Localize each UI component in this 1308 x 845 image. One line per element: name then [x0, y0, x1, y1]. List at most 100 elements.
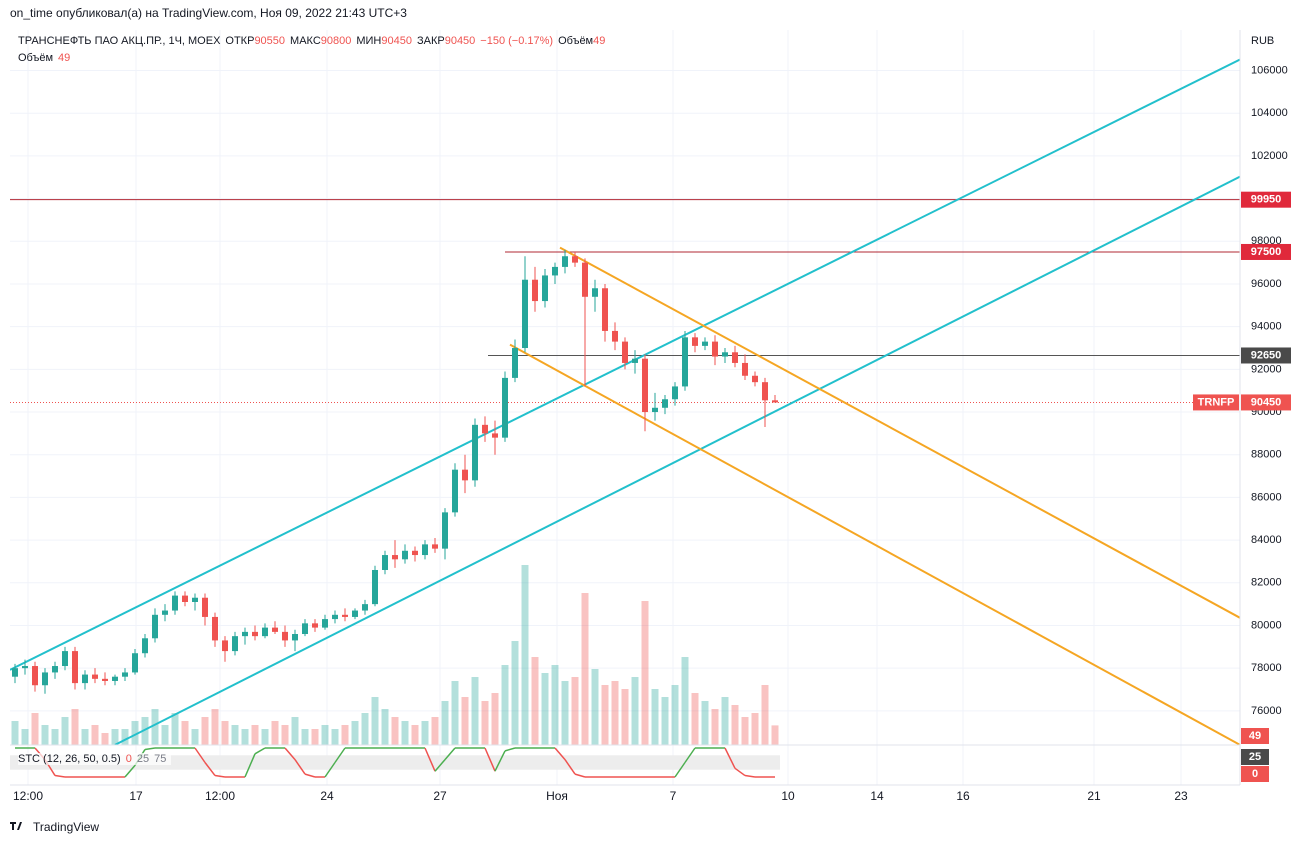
stc-segment — [204, 762, 216, 777]
stc-segment — [744, 774, 756, 778]
x-tick-label: 23 — [1174, 789, 1188, 803]
candle-body — [582, 262, 588, 297]
volume-bar — [331, 729, 339, 745]
candle-body — [702, 341, 708, 346]
volume-bar — [101, 733, 109, 745]
legend-value: 90450 — [444, 35, 476, 47]
stc-segment — [334, 747, 346, 763]
stc-segment — [574, 773, 586, 778]
candle-body — [342, 614, 348, 617]
volume-bar — [541, 673, 549, 745]
volume-bar — [651, 689, 659, 745]
indicator-badge — [1241, 749, 1269, 765]
volume-bar — [271, 721, 279, 745]
volume-bar — [601, 685, 609, 745]
legend-value: 90450 — [381, 35, 412, 47]
y-tick-label: 78000 — [1251, 662, 1282, 674]
volume-bar — [751, 713, 759, 745]
volume-bar — [771, 725, 779, 745]
candle-body — [502, 377, 508, 438]
x-tick-label: 16 — [956, 789, 970, 803]
candle-body — [152, 614, 158, 639]
candle-body — [362, 604, 368, 611]
candle-body — [112, 676, 118, 681]
header: on_time опубликовал(а) на TradingView.co… — [10, 6, 407, 20]
trend-line — [114, 175, 1240, 745]
candle-body — [322, 619, 328, 628]
candle-body — [622, 341, 628, 363]
candle-body — [102, 678, 108, 681]
volume-bar — [61, 717, 69, 745]
volume-bar — [431, 717, 439, 745]
symbol-badge — [1193, 394, 1239, 411]
stc-segment — [484, 747, 496, 772]
candle-body — [492, 433, 498, 438]
volume-bar — [401, 721, 409, 745]
indicator-badge-label: 49 — [1249, 730, 1261, 742]
stc-segment — [244, 753, 256, 778]
price-badge-label: 99950 — [1251, 194, 1282, 206]
volume-bar — [231, 725, 239, 745]
volume-bar — [171, 713, 179, 745]
volume-bar — [641, 601, 649, 745]
volume-bar — [571, 677, 579, 745]
legend-label: Объём — [558, 35, 594, 47]
volume-bar — [661, 697, 669, 745]
candle-body — [652, 407, 658, 413]
volume-legend: Объём 49 — [18, 52, 75, 64]
candle-body — [612, 330, 618, 342]
stc-segment — [554, 747, 566, 761]
candle-body — [212, 616, 218, 641]
volume-bar — [111, 729, 119, 745]
stc-segment — [684, 747, 696, 763]
volume-bar — [701, 701, 709, 745]
price-badge — [1241, 394, 1291, 411]
candle-body — [632, 358, 638, 363]
y-tick-label: 96000 — [1251, 278, 1282, 290]
volume-bar — [621, 689, 629, 745]
volume-bar — [561, 681, 569, 745]
y-tick-label: 84000 — [1251, 534, 1282, 546]
stc-segment — [444, 747, 456, 761]
volume-bar — [581, 593, 589, 745]
volume-bar — [741, 717, 749, 745]
candle-body — [682, 337, 688, 387]
candle-body — [382, 555, 388, 570]
volume-bar — [251, 725, 259, 745]
stc-segment — [434, 759, 446, 772]
legend-label: Объём — [18, 52, 54, 64]
stc-segment — [564, 759, 576, 775]
candle-body — [162, 610, 168, 615]
volume-bar — [91, 725, 99, 745]
candle-body — [442, 512, 448, 549]
volume-bar — [311, 729, 319, 745]
y-tick-label: 104000 — [1251, 107, 1288, 119]
candle-body — [762, 382, 768, 401]
candle-body — [672, 386, 678, 400]
volume-bar — [531, 657, 539, 745]
price-badge-label: 97500 — [1251, 246, 1282, 258]
logo — [10, 822, 22, 830]
candle-body — [462, 469, 468, 481]
candle-body — [62, 651, 68, 667]
volume-bar — [191, 729, 199, 745]
volume-bar — [321, 725, 329, 745]
volume-bar — [71, 709, 79, 745]
volume-bar — [301, 729, 309, 745]
volume-bar — [451, 681, 459, 745]
stc-segment — [214, 774, 226, 778]
volume-bar — [671, 685, 679, 745]
stc-segment — [504, 747, 516, 752]
volume-bar — [361, 713, 369, 745]
stc-segment — [304, 773, 316, 778]
volume-bar — [181, 721, 189, 745]
volume-bar — [491, 693, 499, 745]
candle-body — [472, 424, 478, 481]
legend-value: 49 — [593, 35, 606, 47]
candle-body — [182, 595, 188, 602]
volume-bar — [681, 657, 689, 745]
price-badge-label: 90450 — [1251, 396, 1282, 408]
trend-line — [559, 246, 1240, 619]
